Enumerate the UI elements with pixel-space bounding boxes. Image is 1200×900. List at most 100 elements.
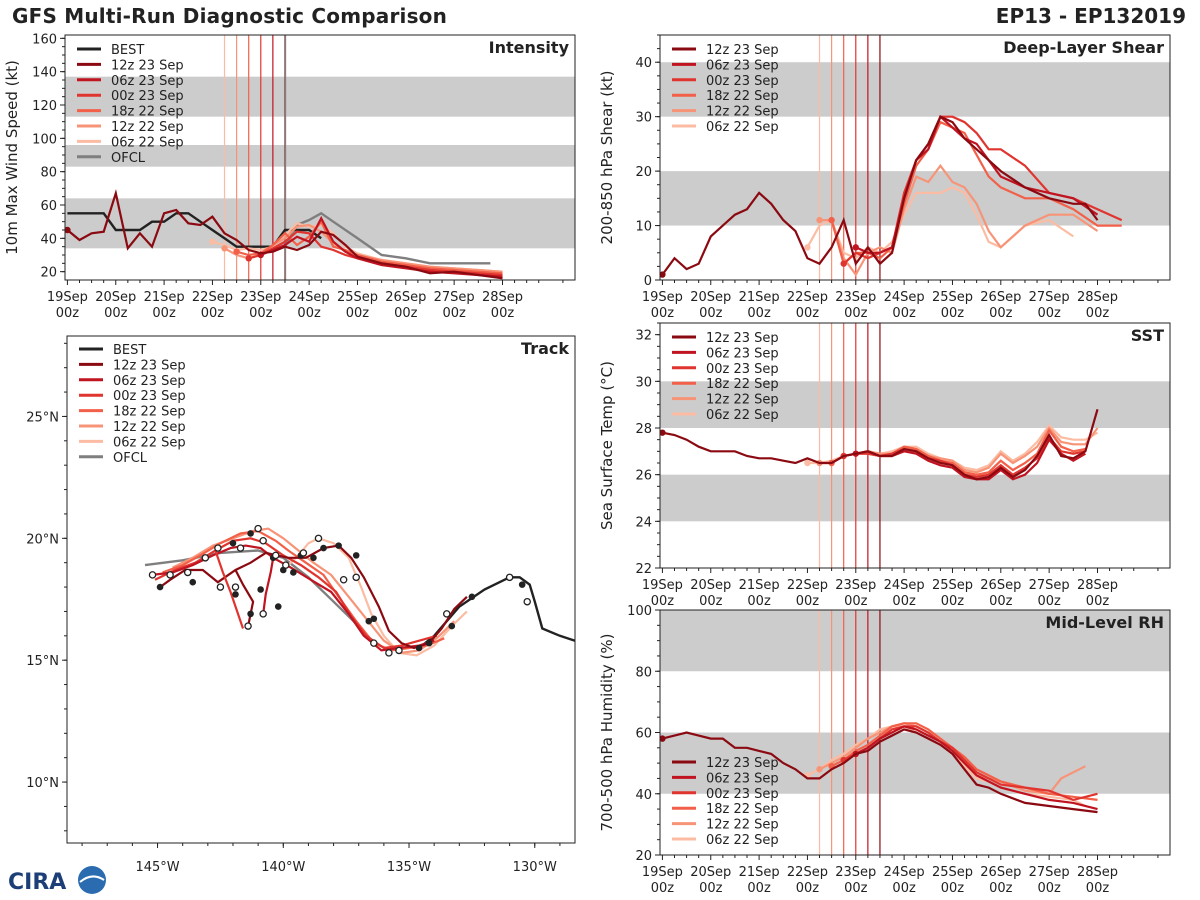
track-position-marker-open (395, 646, 403, 655)
intensity-x-tick-label: 00z (249, 306, 273, 321)
shear-x-tick-label: 00z (989, 306, 1013, 321)
rh-x-tick-label: 23Sep (835, 865, 876, 880)
sst-legend-label: 06z 22 Sep (706, 408, 779, 423)
track-panel: 145°W 140°W 135°W 130°W 10°N 15°N 20°N 25°N Trac… (26, 335, 576, 875)
intensity-y-axis-label: 10m Max Wind Speed (kt) (3, 60, 21, 255)
track-position-marker-open (259, 610, 267, 618)
shear-x-tick-label: 23Sep (835, 290, 876, 305)
sst-x-tick-label: 19Sep (642, 578, 683, 593)
rh-x-tick-label: 19Sep (642, 865, 683, 880)
rh-y-tick-label: 20 (635, 849, 652, 864)
rh-start-point (816, 766, 823, 773)
track-position-marker-open (523, 597, 531, 606)
track-legend-label: BEST (113, 343, 146, 358)
track-legend-label: 06z 22 Sep (113, 435, 186, 450)
sst-y-tick-label: 24 (635, 515, 652, 530)
track-position-marker (425, 639, 433, 647)
sst-x-tick-label: 26Sep (980, 578, 1021, 593)
intensity-start-point (245, 255, 252, 262)
track-position-marker-open (314, 534, 323, 543)
intensity-y-tick-label: 20 (40, 266, 57, 281)
intensity-legend-label: BEST (111, 43, 144, 58)
rh-start-point (660, 735, 666, 742)
sst-y-tick-label: 26 (635, 469, 652, 484)
track-series-06z-22-sep (287, 537, 468, 657)
track-position-marker (335, 542, 342, 549)
rh-x-tick-label: 28Sep (1077, 865, 1118, 880)
intensity-start-point (233, 248, 240, 255)
sst-x-tick-label: 25Sep (932, 578, 973, 593)
track-series-12z-23-sep (159, 544, 468, 650)
track-position-marker-open (166, 571, 174, 579)
track-hook-line (262, 557, 275, 615)
track-panel-title: Track (521, 339, 569, 358)
intensity-panel-title: Intensity (489, 38, 570, 57)
shear-start-point (816, 216, 823, 224)
rh-legend-label: 12z 22 Sep (706, 818, 779, 833)
intensity-legend-label: 12z 23 Sep (111, 58, 184, 73)
rh-x-tick-label: 00z (796, 881, 820, 896)
track-position-marker (370, 615, 378, 623)
track-position-marker (189, 578, 197, 586)
track-position-marker-open (231, 583, 240, 591)
track-frame (66, 335, 576, 844)
intensity-x-tick-label: 21Sep (144, 290, 185, 305)
sst-legend-label: 12z 23 Sep (706, 331, 779, 346)
rh-x-tick-label: 00z (1037, 881, 1061, 896)
track-position-marker-open (385, 649, 393, 657)
shear-x-tick-label: 27Sep (1029, 290, 1070, 305)
track-position-marker-open (259, 537, 267, 545)
track-position-marker-open (352, 573, 360, 582)
track-position-marker (352, 552, 360, 559)
intensity-ofcl-line (283, 211, 491, 265)
intensity-x-tick-label: 00z (201, 306, 225, 321)
sst-y-tick-label: 28 (635, 422, 652, 437)
track-position-marker (310, 554, 317, 562)
rh-y-tick-label: 100 (627, 604, 652, 619)
track-x-tick-label: 130°W (513, 860, 557, 875)
shear-panel-title: Deep-Layer Shear (1003, 38, 1164, 57)
sst-x-tick-label: 20Sep (690, 578, 731, 593)
sst-x-tick-label: 23Sep (835, 578, 876, 593)
intensity-x-tick-label: 24Sep (289, 290, 330, 305)
intensity-x-tick-label: 23Sep (240, 290, 281, 305)
track-position-marker-open (236, 544, 245, 552)
intensity-y-tick-label: 60 (40, 199, 57, 214)
track-position-marker-open (339, 576, 348, 584)
intensity-x-tick-label: 20Sep (95, 290, 136, 305)
intensity-legend-label: 00z 23 Sep (111, 89, 184, 104)
track-position-marker (257, 586, 264, 593)
track-position-marker-open (216, 583, 225, 591)
intensity-legend-label: 18z 22 Sep (111, 105, 184, 120)
intensity-x-tick-label: 00z (56, 306, 80, 321)
sst-x-tick-label: 00z (699, 594, 723, 609)
shear-legend-label: 06z 23 Sep (706, 58, 779, 73)
rh-x-tick-label: 22Sep (787, 865, 828, 880)
track-position-marker (518, 581, 526, 588)
rh-x-tick-label: 00z (1086, 881, 1110, 896)
rh-series-12z-23-sep (662, 728, 1098, 814)
track-position-marker-open (505, 573, 514, 582)
sst-panel-title: SST (1131, 326, 1164, 345)
intensity-x-tick-label: 00z (491, 306, 515, 321)
intensity-x-tick-label: 00z (394, 306, 418, 321)
intensity-start-point (209, 238, 216, 245)
intensity-x-tick-label: 25Sep (337, 290, 378, 305)
sst-x-tick-label: 00z (844, 594, 868, 609)
rh-x-tick-label: 27Sep (1029, 865, 1070, 880)
rh-legend-label: 00z 23 Sep (706, 787, 779, 802)
sst-x-tick-label: 00z (1037, 594, 1061, 609)
shear-start-point (828, 216, 835, 224)
intensity-start-point (65, 226, 71, 234)
track-position-marker (320, 544, 327, 552)
track-position-marker-open (282, 561, 290, 569)
intensity-x-tick-label: 26Sep (385, 290, 426, 305)
intensity-panel: 19Sep00z20Sep00z21Sep00z22Sep00z23Sep00z… (3, 32, 576, 321)
rh-band (660, 610, 1170, 672)
track-position-marker (229, 539, 237, 547)
shear-y-tick-label: 40 (635, 56, 652, 71)
rh-x-tick-label: 00z (699, 881, 723, 896)
rh-panel: 19Sep00z20Sep00z21Sep00z22Sep00z23Sep00z… (598, 604, 1171, 896)
shear-y-axis-label: 200-850 hPa Shear (kt) (598, 71, 616, 245)
